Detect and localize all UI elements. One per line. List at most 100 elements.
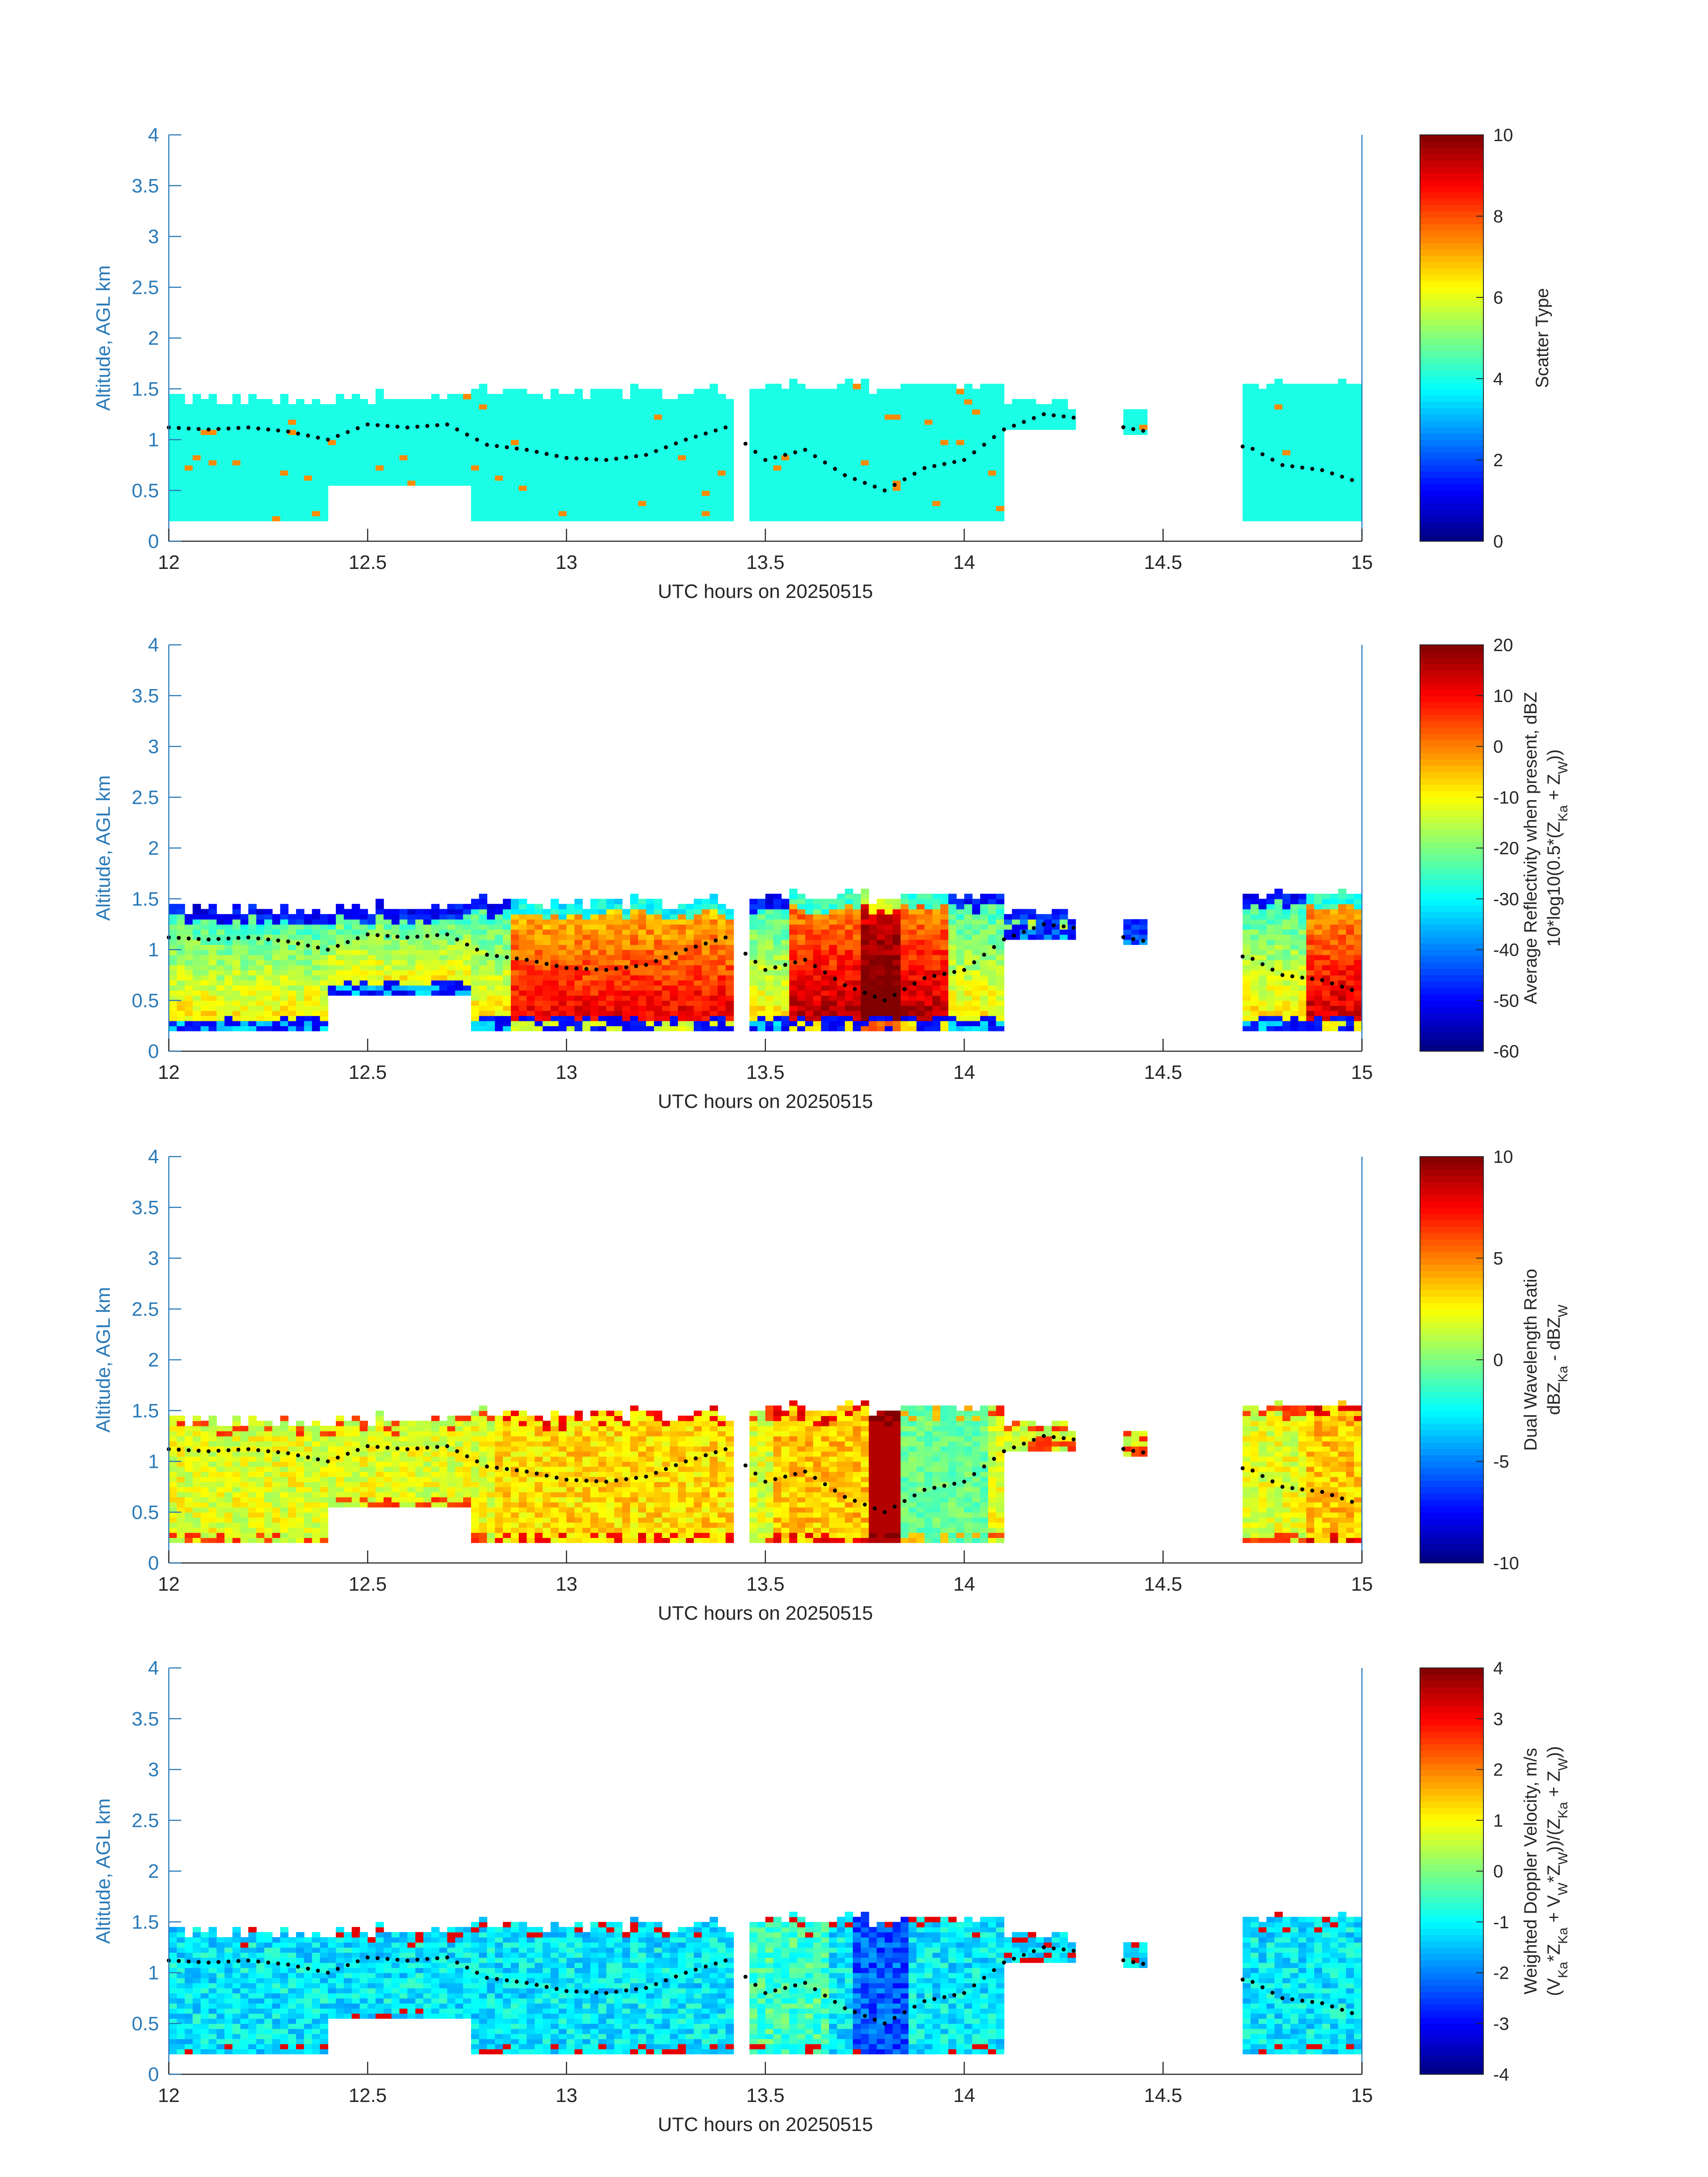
heatmap-cell (471, 480, 480, 486)
heatmap-cell (176, 510, 185, 516)
heatmap-cell (551, 435, 559, 440)
heatmap-cell (256, 470, 265, 476)
heatmap-cell (248, 485, 257, 491)
heatmap-cell (1338, 516, 1347, 522)
heatmap-cell (845, 384, 853, 389)
heatmap-cell (240, 506, 249, 511)
heatmap-cell (725, 439, 734, 445)
heatmap-cell (558, 1020, 567, 1026)
heatmap-cell (503, 970, 511, 976)
heatmap-cell (813, 510, 822, 516)
heatmap-cell (518, 1005, 527, 1011)
heatmap-cell (598, 934, 607, 940)
heatmap-cell (988, 495, 997, 501)
heatmap-cell (837, 475, 845, 481)
heatmap-cell (685, 516, 694, 522)
heatmap-cell (837, 460, 845, 466)
heatmap-cell (471, 1011, 480, 1016)
heatmap-cell (630, 475, 639, 481)
heatmap-cell (662, 1005, 670, 1011)
heatmap-cell (280, 409, 288, 415)
heatmap-cell (543, 444, 551, 451)
heatmap-cell (916, 506, 925, 511)
heatmap-cell (384, 914, 392, 920)
heatmap-cell (232, 919, 241, 925)
heatmap-cell (702, 1005, 710, 1011)
heatmap-cell (582, 506, 591, 511)
heatmap-cell (821, 480, 830, 486)
heatmap-cell (551, 919, 559, 925)
heatmap-cell (885, 444, 893, 451)
heatmap-cell (1298, 501, 1307, 506)
heatmap-cell (622, 1000, 631, 1006)
heatmap-cell (932, 501, 941, 506)
heatmap-cell (678, 465, 686, 471)
heatmap-cell (296, 929, 305, 935)
heatmap-cell (996, 414, 1005, 420)
heatmap-cell (232, 944, 241, 950)
heatmap-cell (471, 490, 480, 496)
marker-point (385, 424, 390, 428)
heatmap-cell (1338, 460, 1347, 466)
heatmap-cell (685, 510, 694, 516)
heatmap-cell (543, 939, 551, 945)
heatmap-cell (654, 919, 663, 925)
colorbar-step (1420, 351, 1483, 358)
heatmap-cell (718, 394, 726, 400)
heatmap-cell (797, 470, 806, 476)
heatmap-cell (1258, 516, 1267, 522)
heatmap-cell (606, 919, 615, 925)
heatmap-cell (654, 985, 663, 991)
heatmap-cell (169, 1005, 177, 1011)
heatmap-cell (312, 424, 321, 430)
heatmap-cell (749, 490, 758, 496)
heatmap-cell (1314, 414, 1323, 420)
heatmap-cell (670, 404, 678, 410)
heatmap-cell (543, 995, 551, 1001)
heatmap-cell (256, 439, 265, 445)
heatmap-cell (606, 439, 615, 445)
heatmap-cell (384, 960, 392, 965)
heatmap-cell (877, 409, 885, 415)
heatmap-cell (1298, 450, 1307, 455)
heatmap-cell (606, 909, 615, 915)
heatmap-cell (948, 394, 957, 400)
heatmap-cell (280, 1000, 288, 1006)
heatmap-cell (272, 1000, 281, 1006)
marker-point (1330, 471, 1334, 476)
heatmap-cell (574, 1005, 583, 1011)
heatmap-cell (518, 460, 527, 466)
heatmap-cell (614, 1015, 623, 1021)
heatmap-cell (479, 389, 488, 394)
heatmap-cell (948, 480, 957, 486)
heatmap-cell (710, 1026, 718, 1032)
heatmap-cell (685, 975, 694, 981)
heatmap-cell (678, 1000, 686, 1006)
heatmap-cell (359, 435, 368, 440)
heatmap-cell (487, 435, 496, 440)
heatmap-cell (280, 919, 288, 925)
heatmap-cell (312, 954, 321, 961)
heatmap-cell (304, 444, 313, 451)
heatmap-cell (511, 506, 519, 511)
heatmap-cell (240, 439, 249, 445)
heatmap-cell (765, 399, 774, 405)
heatmap-cell (916, 495, 925, 501)
heatmap-cell (821, 475, 830, 481)
heatmap-cell (455, 480, 464, 486)
heatmap-cell (169, 960, 177, 965)
heatmap-cell (439, 939, 448, 945)
heatmap-cell (757, 980, 766, 986)
marker-point (882, 488, 887, 493)
heatmap-cell (773, 904, 782, 910)
heatmap-cell (439, 919, 448, 925)
heatmap-cell (1322, 435, 1331, 440)
heatmap-cell (1004, 414, 1012, 420)
heatmap-cell (479, 480, 488, 486)
heatmap-cell (343, 409, 352, 415)
heatmap-cell (749, 439, 758, 445)
heatmap-cell (503, 429, 511, 435)
heatmap-cell (845, 465, 853, 471)
heatmap-cell (805, 409, 814, 415)
heatmap-cell (176, 490, 185, 496)
